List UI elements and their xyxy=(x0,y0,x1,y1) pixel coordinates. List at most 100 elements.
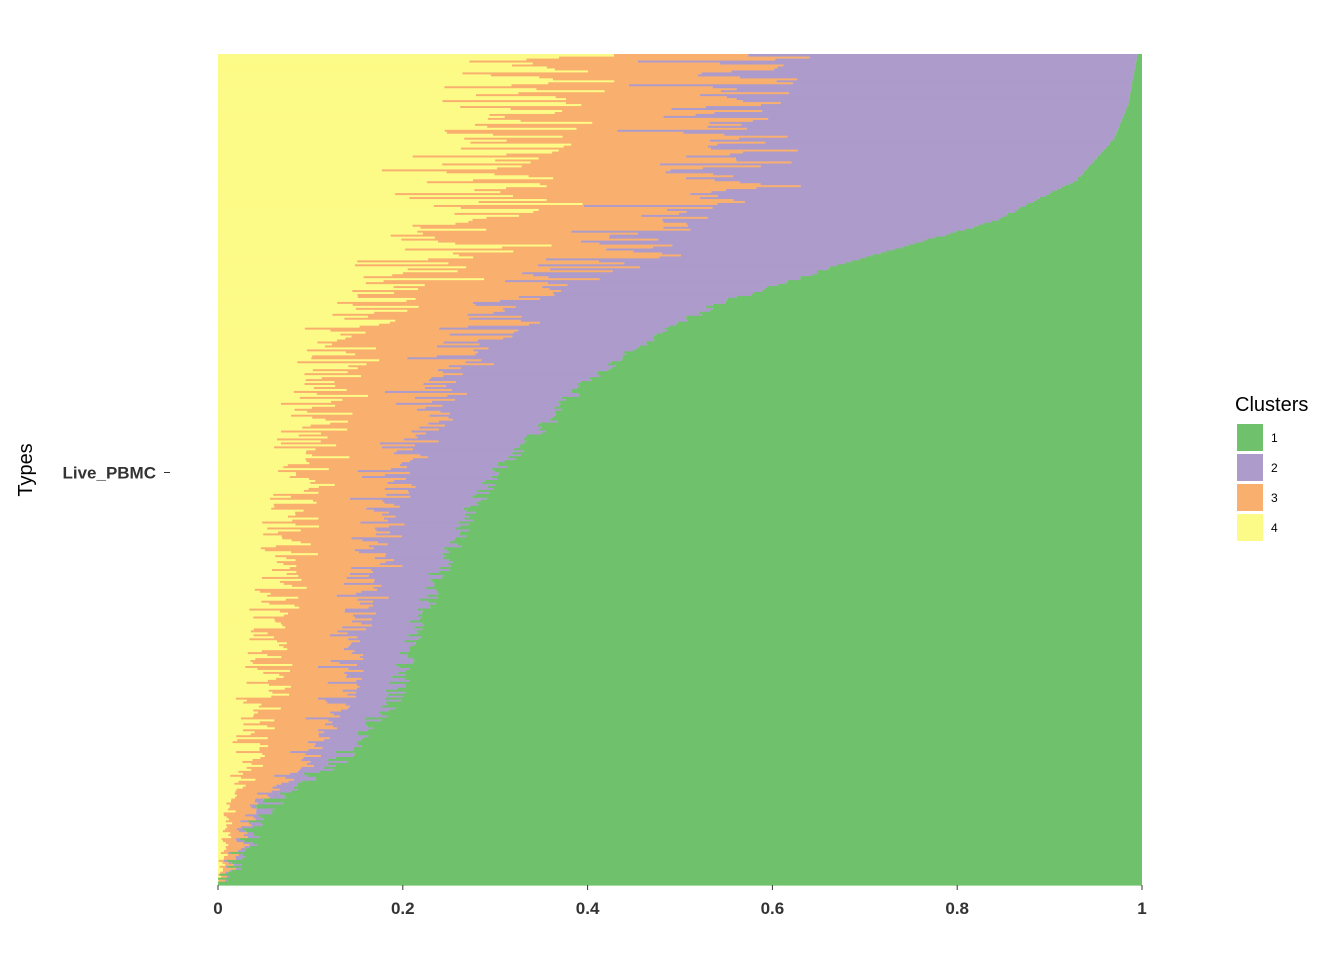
bar-segment-cluster-4 xyxy=(218,289,353,293)
bar-segment-cluster-1 xyxy=(262,821,1142,825)
bar-segment-cluster-4 xyxy=(218,441,281,445)
bar-segment-cluster-1 xyxy=(442,552,1142,556)
bar-segment-cluster-1 xyxy=(851,259,1142,263)
bar-segment-cluster-2 xyxy=(652,245,903,249)
bar-segment-cluster-4 xyxy=(218,655,282,659)
bar-segment-cluster-2 xyxy=(686,210,1015,213)
bar-segment-cluster-4 xyxy=(218,681,247,684)
bar-segment-cluster-3 xyxy=(565,101,781,105)
bar-segment-cluster-3 xyxy=(554,67,775,71)
bar-segment-cluster-3 xyxy=(268,683,357,686)
bar-segment-cluster-4 xyxy=(218,627,254,631)
bar-segment-cluster-3 xyxy=(424,283,568,287)
bar-segment-cluster-4 xyxy=(218,263,355,267)
bar-segment-cluster-2 xyxy=(539,297,728,300)
bar-segment-cluster-4 xyxy=(218,813,224,817)
bar-segment-cluster-1 xyxy=(787,279,1142,283)
bar-segment-cluster-3 xyxy=(267,736,330,740)
bar-segment-cluster-4 xyxy=(218,234,391,237)
bar-segment-cluster-1 xyxy=(686,317,1142,320)
bar-segment-cluster-3 xyxy=(308,487,386,490)
bar-segment-cluster-4 xyxy=(218,835,232,839)
bar-segment-cluster-4 xyxy=(218,325,360,328)
bar-segment-cluster-4 xyxy=(218,673,280,676)
bar-segment-cluster-4 xyxy=(218,811,224,815)
bar-segment-cluster-4 xyxy=(218,633,254,637)
bar-segment-cluster-4 xyxy=(218,778,256,781)
bar-segment-cluster-4 xyxy=(218,677,277,680)
bar-segment-cluster-2 xyxy=(665,170,1084,174)
bar-segment-cluster-3 xyxy=(317,340,444,344)
bar-segment-cluster-3 xyxy=(504,115,664,118)
bar-segment-cluster-1 xyxy=(1014,210,1142,213)
bar-segment-cluster-3 xyxy=(352,303,476,306)
bar-segment-cluster-4 xyxy=(218,675,284,678)
bar-segment-cluster-3 xyxy=(331,342,480,346)
bar-segment-cluster-3 xyxy=(292,518,388,522)
bar-segment-cluster-3 xyxy=(330,329,519,332)
bar-segment-cluster-2 xyxy=(783,63,1136,67)
bar-segment-cluster-2 xyxy=(386,493,476,496)
bar-segment-cluster-2 xyxy=(314,744,362,748)
bar-segment-cluster-3 xyxy=(506,139,711,142)
bar-segment-cluster-2 xyxy=(323,730,358,734)
bar-segment-cluster-1 xyxy=(227,879,1142,882)
bar-segment-cluster-2 xyxy=(690,228,965,231)
bar-segment-cluster-1 xyxy=(1132,81,1142,85)
bar-segment-cluster-1 xyxy=(404,677,1142,680)
bar-segment-cluster-4 xyxy=(218,146,461,150)
bar-segment-cluster-3 xyxy=(299,606,369,609)
bar-segment-cluster-1 xyxy=(844,261,1142,265)
bar-segment-cluster-4 xyxy=(218,740,233,744)
bar-segment-cluster-3 xyxy=(267,679,357,682)
bar-segment-cluster-3 xyxy=(292,663,357,666)
bar-segment-cluster-1 xyxy=(248,819,1142,823)
bar-segment-cluster-1 xyxy=(521,453,1142,457)
bar-segment-cluster-3 xyxy=(235,809,257,813)
bar-segment-cluster-4 xyxy=(218,184,547,188)
bar-segment-cluster-3 xyxy=(257,667,349,670)
bar-segment-cluster-4 xyxy=(218,576,262,579)
bar-segment-cluster-2 xyxy=(707,145,1107,148)
bar-segment-cluster-4 xyxy=(218,220,469,223)
bar-segment-cluster-2 xyxy=(251,823,263,827)
bar-segment-cluster-2 xyxy=(356,687,398,690)
bar-segment-cluster-4 xyxy=(218,621,281,625)
bar-segment-cluster-4 xyxy=(218,348,307,352)
bar-segment-cluster-3 xyxy=(264,754,321,757)
bar-segment-cluster-3 xyxy=(284,687,357,690)
legend-label-cluster-4: 4 xyxy=(1271,521,1278,535)
bar-segment-cluster-1 xyxy=(365,722,1142,726)
bar-segment-cluster-2 xyxy=(377,588,436,591)
legend-swatch-cluster-1 xyxy=(1237,424,1263,451)
bar-segment-cluster-1 xyxy=(1133,73,1142,77)
bar-segment-cluster-1 xyxy=(491,475,1142,479)
bar-segment-cluster-4 xyxy=(218,803,230,807)
bar-segment-cluster-4 xyxy=(218,467,329,471)
bar-segment-cluster-2 xyxy=(447,394,580,397)
bar-segment-cluster-3 xyxy=(283,465,407,469)
bar-segment-cluster-1 xyxy=(454,538,1143,542)
bar-segment-cluster-2 xyxy=(686,222,985,225)
bar-segment-cluster-2 xyxy=(662,218,999,221)
bar-segment-cluster-2 xyxy=(373,509,467,512)
bar-segment-cluster-4 xyxy=(218,463,288,467)
bar-segment-cluster-2 xyxy=(428,455,509,459)
bar-segment-cluster-1 xyxy=(409,679,1142,682)
bar-segment-cluster-2 xyxy=(740,75,1134,79)
bar-segment-cluster-1 xyxy=(218,883,1142,886)
bar-segment-cluster-2 xyxy=(388,511,476,514)
bar-segment-cluster-2 xyxy=(475,352,626,356)
bar-segment-cluster-3 xyxy=(316,501,385,504)
bar-segment-cluster-3 xyxy=(227,853,239,856)
bar-segment-cluster-2 xyxy=(583,204,1026,207)
bar-segment-cluster-3 xyxy=(283,645,349,649)
bar-segment-cluster-3 xyxy=(221,875,227,878)
bar-segment-cluster-4 xyxy=(218,687,285,690)
bar-segment-cluster-4 xyxy=(218,332,341,336)
bar-segment-cluster-2 xyxy=(244,845,250,849)
bar-segment-cluster-1 xyxy=(608,368,1142,372)
bar-segment-cluster-3 xyxy=(235,697,318,700)
bar-segment-cluster-2 xyxy=(385,554,446,558)
bar-segment-cluster-3 xyxy=(552,77,798,81)
